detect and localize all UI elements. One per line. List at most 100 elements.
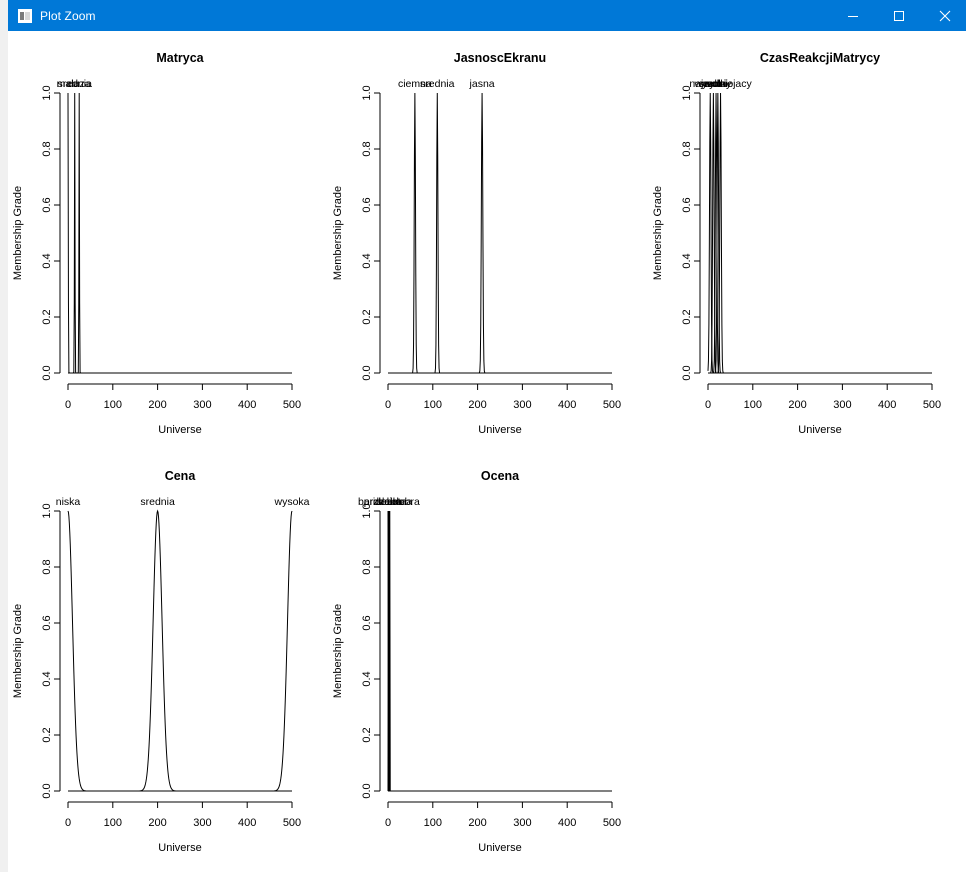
y-tick-label: 0.2 <box>361 309 373 324</box>
chart-panel-5: Ocena 0.0 0.2 0.4 0.6 0.8 1.0 Membership Grade 0… <box>332 469 621 854</box>
chart-title: CzasReakcjiMatrycy <box>760 51 880 65</box>
x-axis-label: Universe <box>478 424 521 436</box>
y-tick-label: 0.4 <box>41 253 53 268</box>
minimize-button[interactable] <box>830 0 876 31</box>
series-label: wysoka <box>273 496 309 508</box>
series-curve-przecietna <box>387 510 612 792</box>
x-axis-label: Universe <box>158 842 201 854</box>
series-curve-srednia <box>68 509 292 792</box>
series-curve-jasna <box>388 92 612 374</box>
window-title: Plot Zoom <box>40 8 96 23</box>
x-tick-label: 200 <box>468 817 486 829</box>
x-tick-label: 300 <box>513 817 531 829</box>
y-tick-label: 0.2 <box>41 727 53 742</box>
chart-panel-3: CzasReakcjiMatrycy 0.0 0.2 0.4 0.6 0.8 1.0 Memb… <box>652 51 941 436</box>
series-label: duza <box>68 78 91 90</box>
x-tick-label: 500 <box>603 817 621 829</box>
x-tick-label: 500 <box>283 817 301 829</box>
series-curve-idealna <box>388 510 612 792</box>
chart-panel-4: Cena 0.0 0.2 0.4 0.6 0.8 1.0 Membership Grade 0 1… <box>12 469 310 854</box>
y-tick-label: 1.0 <box>361 85 373 100</box>
x-tick-label: 300 <box>193 817 211 829</box>
x-tick-label: 500 <box>923 399 941 411</box>
series-label: jasna <box>469 78 495 90</box>
x-tick-label: 100 <box>104 817 122 829</box>
x-tick-label: 200 <box>788 399 806 411</box>
y-tick-label: 0.4 <box>361 671 373 686</box>
maximize-icon <box>894 10 904 21</box>
x-tick-label: 100 <box>104 399 122 411</box>
close-button[interactable] <box>922 0 966 31</box>
series-curve-srednio <box>708 92 932 374</box>
y-tick-label: 0.6 <box>41 615 53 630</box>
series-label: bardzo dobra <box>358 496 420 508</box>
y-tick-label: 0.6 <box>681 197 693 212</box>
series-curve-slaba <box>388 510 612 792</box>
chart-title: Ocena <box>481 469 520 483</box>
series-curve-srednia <box>68 92 292 374</box>
series-curve-wysoki <box>707 92 932 374</box>
series-label: srednia <box>57 78 92 90</box>
series-label: srednia <box>420 78 455 90</box>
series-curve-ciemna <box>388 92 612 374</box>
series-label: wolny <box>703 78 732 90</box>
x-tick-label: 100 <box>744 399 762 411</box>
x-tick-label: 400 <box>558 817 576 829</box>
maximize-button[interactable] <box>876 0 922 31</box>
x-tick-label: 500 <box>603 399 621 411</box>
y-tick-label: 0.4 <box>681 253 693 268</box>
series-curve-wysoka <box>68 510 293 792</box>
x-tick-label: 400 <box>878 399 896 411</box>
y-tick-label: 1.0 <box>361 503 373 518</box>
y-tick-label: 1.0 <box>41 503 53 518</box>
close-icon <box>939 10 951 21</box>
series-curve-niska <box>67 510 292 792</box>
x-tick-label: 400 <box>238 399 256 411</box>
plot-area: Matryca 0.0 0.2 0.4 0.6 0.8 1.0 Membership Grad… <box>8 31 966 872</box>
x-tick-label: 0 <box>705 399 711 411</box>
x-axis-label: Universe <box>798 424 841 436</box>
series-curve-duza <box>68 92 292 374</box>
series-label: szybki <box>699 78 728 90</box>
x-tick-label: 0 <box>65 817 71 829</box>
y-tick-label: 1.0 <box>681 85 693 100</box>
series-label: mala <box>57 78 80 90</box>
y-tick-label: 0.0 <box>361 365 373 380</box>
y-tick-label: 1.0 <box>41 85 53 100</box>
x-tick-label: 0 <box>385 817 391 829</box>
x-tick-label: 300 <box>833 399 851 411</box>
chart-title: JasnoscEkranu <box>454 51 546 65</box>
series-label: srednia <box>140 496 175 508</box>
x-tick-label: 0 <box>65 399 71 411</box>
y-tick-label: 0.6 <box>361 197 373 212</box>
x-tick-label: 200 <box>468 399 486 411</box>
x-tick-label: 500 <box>283 399 301 411</box>
y-tick-label: 0.0 <box>41 783 53 798</box>
y-tick-label: 0.0 <box>361 783 373 798</box>
series-label: niska <box>56 496 81 508</box>
x-axis-label: Universe <box>158 424 201 436</box>
y-tick-label: 0.2 <box>41 309 53 324</box>
y-axis-label: Membership Grade <box>12 186 24 280</box>
y-axis-label: Membership Grade <box>332 604 344 698</box>
series-curve-szybki <box>708 92 932 374</box>
x-tick-label: 200 <box>148 817 166 829</box>
x-axis-label: Universe <box>478 842 521 854</box>
x-tick-label: 200 <box>148 399 166 411</box>
chart-panel-2: JasnoscEkranu 0.0 0.2 0.4 0.6 0.8 1.0 Membershi… <box>332 51 621 436</box>
y-tick-label: 0.6 <box>361 615 373 630</box>
series-curve-najwolniejacy <box>708 92 932 374</box>
x-tick-label: 400 <box>238 817 256 829</box>
y-axis-label: Membership Grade <box>12 604 24 698</box>
x-tick-label: 400 <box>558 399 576 411</box>
chart-title: Matryca <box>156 51 204 65</box>
y-tick-label: 0.0 <box>41 365 53 380</box>
y-tick-label: 0.2 <box>681 309 693 324</box>
app-window-icon <box>18 8 32 23</box>
y-tick-label: 0.4 <box>41 671 53 686</box>
series-label: slaba <box>377 496 402 508</box>
title-bar[interactable]: Plot Zoom <box>8 0 966 31</box>
series-curve-mala <box>67 92 292 374</box>
series-label: ciemna <box>398 78 432 90</box>
plots-canvas: Matryca 0.0 0.2 0.4 0.6 0.8 1.0 Membership Grad… <box>12 51 941 854</box>
